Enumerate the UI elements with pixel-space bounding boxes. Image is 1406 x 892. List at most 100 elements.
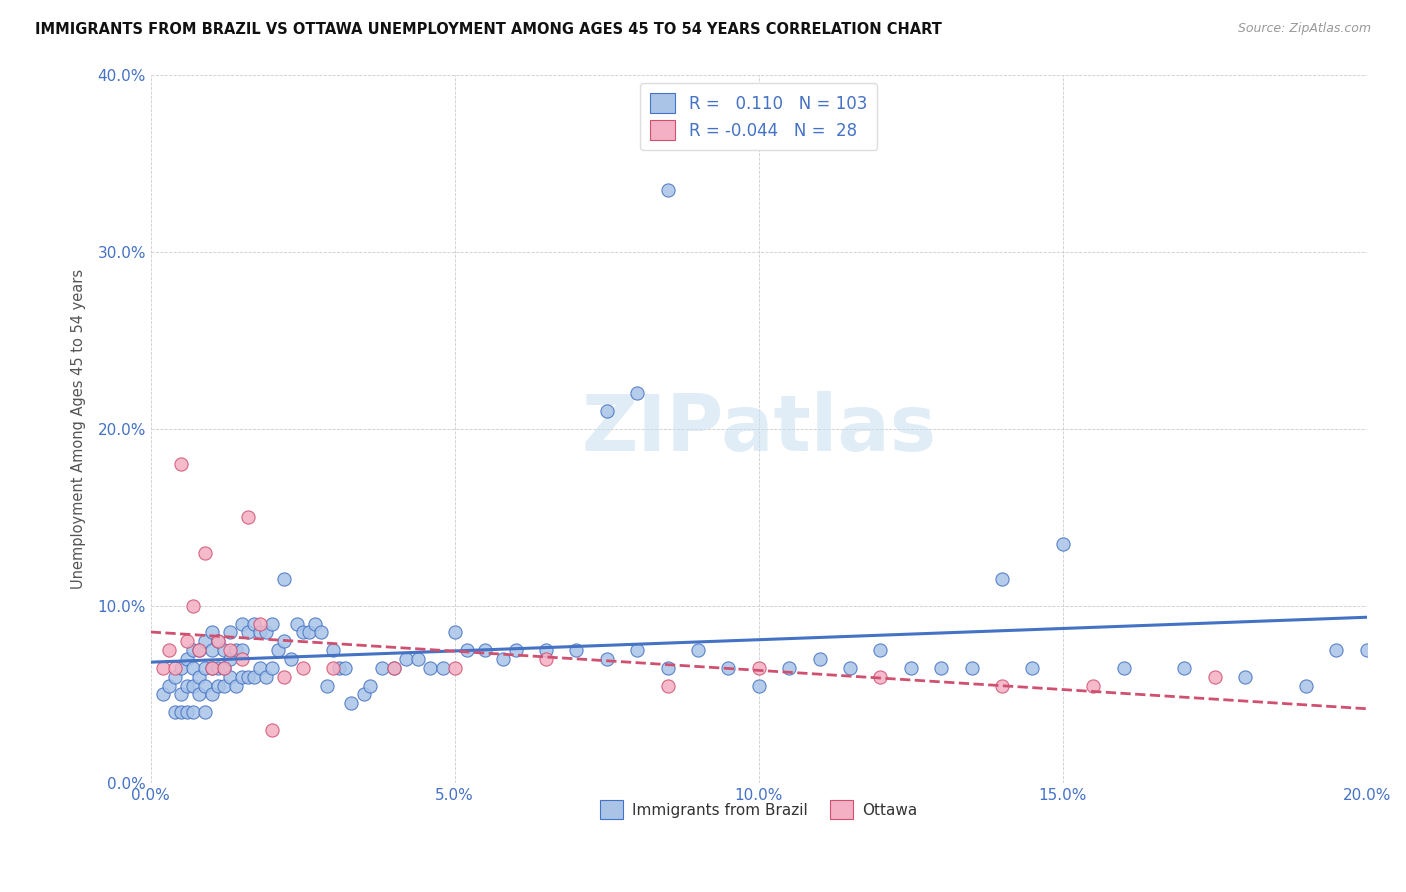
Point: [657, 183, 679, 197]
Point: [1234, 670, 1257, 684]
Point: [200, 661, 222, 675]
Point: [869, 643, 891, 657]
Point: [353, 688, 375, 702]
Point: [249, 616, 271, 631]
Point: [212, 661, 235, 675]
Point: [231, 670, 253, 684]
Point: [626, 643, 648, 657]
Point: [280, 652, 302, 666]
Point: [1021, 661, 1043, 675]
Point: [236, 510, 259, 524]
Point: [170, 661, 193, 675]
Point: [152, 688, 174, 702]
Point: [207, 634, 229, 648]
Point: [200, 661, 222, 675]
Point: [382, 661, 405, 675]
Point: [657, 679, 679, 693]
Point: [188, 643, 211, 657]
Point: [291, 661, 314, 675]
Point: [181, 661, 204, 675]
Point: [200, 643, 222, 657]
Point: [534, 643, 557, 657]
Point: [236, 625, 259, 640]
Point: [1326, 643, 1348, 657]
Point: [273, 670, 295, 684]
Point: [596, 404, 619, 418]
Point: [340, 696, 363, 710]
Point: [254, 625, 277, 640]
Point: [657, 661, 679, 675]
Point: [212, 661, 235, 675]
Point: [176, 705, 198, 719]
Point: [474, 643, 496, 657]
Point: [194, 546, 217, 560]
Point: [298, 625, 321, 640]
Point: [188, 643, 211, 657]
Point: [225, 679, 247, 693]
Point: [212, 679, 235, 693]
Point: [456, 643, 478, 657]
Point: [304, 616, 326, 631]
Point: [212, 643, 235, 657]
Point: [218, 643, 240, 657]
Point: [1355, 643, 1378, 657]
Point: [262, 723, 284, 737]
Point: [225, 643, 247, 657]
Text: ZIPatlas: ZIPatlas: [581, 391, 936, 467]
Point: [181, 643, 204, 657]
Point: [207, 661, 229, 675]
Point: [176, 652, 198, 666]
Point: [596, 652, 619, 666]
Point: [717, 661, 740, 675]
Point: [176, 634, 198, 648]
Point: [505, 643, 527, 657]
Point: [200, 625, 222, 640]
Point: [748, 661, 770, 675]
Point: [262, 616, 284, 631]
Point: [626, 386, 648, 401]
Text: IMMIGRANTS FROM BRAZIL VS OTTAWA UNEMPLOYMENT AMONG AGES 45 TO 54 YEARS CORRELAT: IMMIGRANTS FROM BRAZIL VS OTTAWA UNEMPLO…: [35, 22, 942, 37]
Point: [1083, 679, 1105, 693]
Point: [291, 625, 314, 640]
Point: [231, 643, 253, 657]
Point: [170, 705, 193, 719]
Point: [249, 625, 271, 640]
Point: [432, 661, 454, 675]
Point: [157, 679, 180, 693]
Point: [254, 670, 277, 684]
Point: [200, 688, 222, 702]
Point: [492, 652, 515, 666]
Point: [231, 652, 253, 666]
Point: [929, 661, 952, 675]
Point: [395, 652, 418, 666]
Point: [443, 661, 465, 675]
Point: [869, 670, 891, 684]
Point: [194, 634, 217, 648]
Point: [194, 679, 217, 693]
Point: [231, 616, 253, 631]
Point: [262, 661, 284, 675]
Point: [243, 616, 266, 631]
Text: Source: ZipAtlas.com: Source: ZipAtlas.com: [1237, 22, 1371, 36]
Point: [181, 599, 204, 613]
Point: [152, 661, 174, 675]
Point: [443, 625, 465, 640]
Point: [163, 661, 186, 675]
Point: [157, 643, 180, 657]
Point: [170, 457, 193, 471]
Point: [686, 643, 709, 657]
Point: [322, 661, 344, 675]
Point: [371, 661, 394, 675]
Point: [273, 572, 295, 586]
Point: [181, 679, 204, 693]
Point: [1173, 661, 1195, 675]
Point: [249, 661, 271, 675]
Point: [328, 661, 350, 675]
Point: [991, 679, 1014, 693]
Point: [748, 679, 770, 693]
Point: [194, 661, 217, 675]
Y-axis label: Unemployment Among Ages 45 to 54 years: Unemployment Among Ages 45 to 54 years: [72, 268, 86, 589]
Point: [218, 670, 240, 684]
Point: [900, 661, 922, 675]
Point: [565, 643, 588, 657]
